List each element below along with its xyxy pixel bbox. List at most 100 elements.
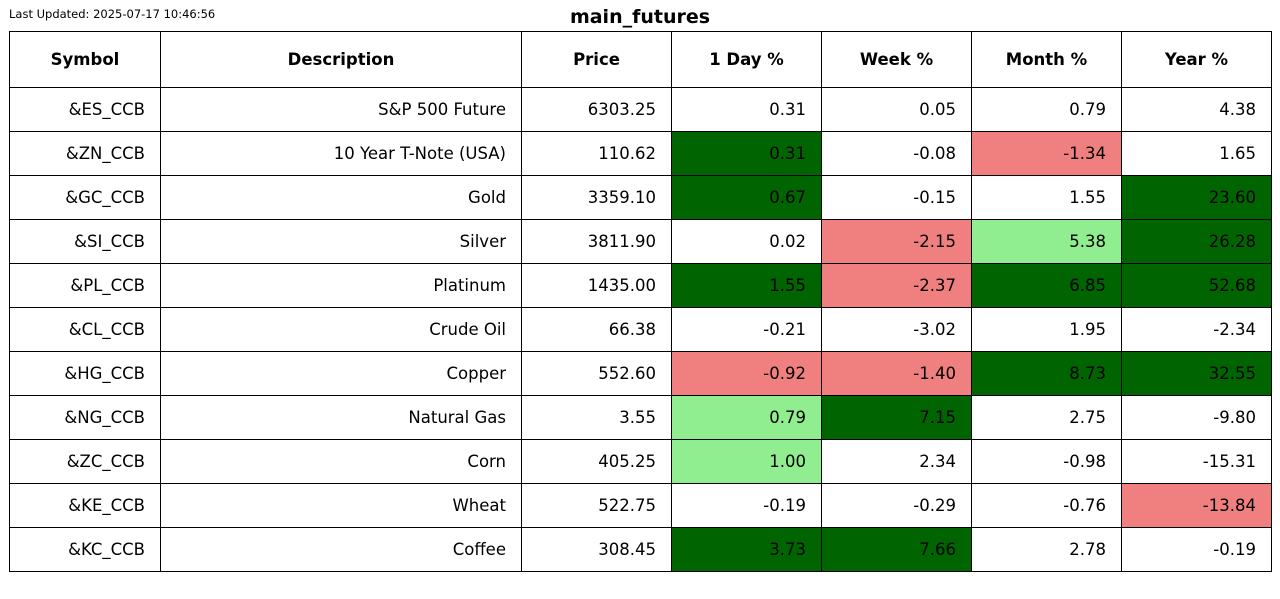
table-row: &CL_CCB Crude Oil 66.38 -0.21 -3.02 1.95 -2.34 xyxy=(9,307,1272,352)
cell-year-pct: 52.68 xyxy=(1121,263,1272,308)
cell-week-pct: -2.15 xyxy=(821,219,972,264)
table-title: main_futures xyxy=(569,6,711,28)
cell-week-pct: -2.37 xyxy=(821,263,972,308)
cell-description: Coffee xyxy=(160,527,522,572)
cell-price: 3.55 xyxy=(521,395,672,440)
cell-price: 405.25 xyxy=(521,439,672,484)
cell-week-pct: -1.40 xyxy=(821,351,972,396)
cell-month-pct: 5.38 xyxy=(971,219,1122,264)
cell-year-pct: 1.65 xyxy=(1121,131,1272,176)
cell-symbol: &ZC_CCB xyxy=(9,439,161,484)
table-row: &HG_CCB Copper 552.60 -0.92 -1.40 8.73 32.55 xyxy=(9,351,1272,396)
cell-description: Corn xyxy=(160,439,522,484)
cell-symbol: &SI_CCB xyxy=(9,219,161,264)
table-row: &ZN_CCB 10 Year T-Note (USA) 110.62 0.31 -0.… xyxy=(9,131,1272,176)
cell-price: 3811.90 xyxy=(521,219,672,264)
table-body: &ES_CCB S&P 500 Future 6303.25 0.31 0.05 0.79… xyxy=(9,87,1272,572)
futures-table: Symbol Description Price 1 Day % Week % … xyxy=(9,31,1272,572)
table-row: &ZC_CCB Corn 405.25 1.00 2.34 -0.98 -15.31 xyxy=(9,439,1272,484)
cell-1-day-pct: 1.55 xyxy=(671,263,822,308)
column-header-month-pct: Month % xyxy=(971,31,1122,88)
cell-year-pct: 32.55 xyxy=(1121,351,1272,396)
cell-symbol: &KE_CCB xyxy=(9,483,161,528)
cell-description: Natural Gas xyxy=(160,395,522,440)
cell-symbol: &KC_CCB xyxy=(9,527,161,572)
cell-price: 6303.25 xyxy=(521,87,672,132)
last-updated-timestamp: Last Updated: 2025-07-17 10:46:56 xyxy=(9,7,216,21)
cell-symbol: &GC_CCB xyxy=(9,175,161,220)
cell-month-pct: 2.75 xyxy=(971,395,1122,440)
cell-1-day-pct: 0.31 xyxy=(671,87,822,132)
column-header-price: Price xyxy=(521,31,672,88)
cell-month-pct: -1.34 xyxy=(971,131,1122,176)
cell-description: 10 Year T-Note (USA) xyxy=(160,131,522,176)
cell-symbol: &ES_CCB xyxy=(9,87,161,132)
cell-week-pct: 2.34 xyxy=(821,439,972,484)
table-row: &ES_CCB S&P 500 Future 6303.25 0.31 0.05 0.79… xyxy=(9,87,1272,132)
cell-year-pct: -0.19 xyxy=(1121,527,1272,572)
cell-month-pct: -0.76 xyxy=(971,483,1122,528)
cell-year-pct: -15.31 xyxy=(1121,439,1272,484)
table-row: &GC_CCB Gold 3359.10 0.67 -0.15 1.55 23.60 xyxy=(9,175,1272,220)
cell-price: 3359.10 xyxy=(521,175,672,220)
cell-symbol: &CL_CCB xyxy=(9,307,161,352)
cell-1-day-pct: -0.19 xyxy=(671,483,822,528)
cell-month-pct: -0.98 xyxy=(971,439,1122,484)
column-header-1-day-pct: 1 Day % xyxy=(671,31,822,88)
cell-price: 308.45 xyxy=(521,527,672,572)
table-row: &NG_CCB Natural Gas 3.55 0.79 7.15 2.75 -9.80 xyxy=(9,395,1272,440)
cell-week-pct: -3.02 xyxy=(821,307,972,352)
cell-week-pct: 0.05 xyxy=(821,87,972,132)
cell-price: 552.60 xyxy=(521,351,672,396)
cell-month-pct: 1.55 xyxy=(971,175,1122,220)
cell-month-pct: 6.85 xyxy=(971,263,1122,308)
cell-description: Platinum xyxy=(160,263,522,308)
cell-1-day-pct: 0.31 xyxy=(671,131,822,176)
cell-symbol: &HG_CCB xyxy=(9,351,161,396)
cell-description: Gold xyxy=(160,175,522,220)
table-row: &KE_CCB Wheat 522.75 -0.19 -0.29 -0.76 -13.84 xyxy=(9,483,1272,528)
cell-week-pct: 7.66 xyxy=(821,527,972,572)
header-row: Symbol Description Price 1 Day % Week % … xyxy=(9,31,1272,88)
cell-1-day-pct: 0.67 xyxy=(671,175,822,220)
cell-1-day-pct: 0.02 xyxy=(671,219,822,264)
cell-year-pct: -2.34 xyxy=(1121,307,1272,352)
table-row: &KC_CCB Coffee 308.45 3.73 7.66 2.78 -0.19 xyxy=(9,527,1272,572)
cell-symbol: &ZN_CCB xyxy=(9,131,161,176)
cell-year-pct: 23.60 xyxy=(1121,175,1272,220)
column-header-description: Description xyxy=(160,31,522,88)
cell-1-day-pct: -0.92 xyxy=(671,351,822,396)
cell-description: Crude Oil xyxy=(160,307,522,352)
cell-month-pct: 0.79 xyxy=(971,87,1122,132)
cell-symbol: &NG_CCB xyxy=(9,395,161,440)
cell-month-pct: 8.73 xyxy=(971,351,1122,396)
cell-1-day-pct: -0.21 xyxy=(671,307,822,352)
cell-description: Wheat xyxy=(160,483,522,528)
cell-price: 66.38 xyxy=(521,307,672,352)
cell-price: 110.62 xyxy=(521,131,672,176)
cell-year-pct: -9.80 xyxy=(1121,395,1272,440)
cell-year-pct: -13.84 xyxy=(1121,483,1272,528)
cell-1-day-pct: 1.00 xyxy=(671,439,822,484)
cell-1-day-pct: 0.79 xyxy=(671,395,822,440)
cell-month-pct: 2.78 xyxy=(971,527,1122,572)
cell-week-pct: 7.15 xyxy=(821,395,972,440)
column-header-symbol: Symbol xyxy=(9,31,161,88)
cell-year-pct: 26.28 xyxy=(1121,219,1272,264)
cell-week-pct: -0.08 xyxy=(821,131,972,176)
cell-price: 522.75 xyxy=(521,483,672,528)
cell-description: S&P 500 Future xyxy=(160,87,522,132)
column-header-year-pct: Year % xyxy=(1121,31,1272,88)
table-row: &PL_CCB Platinum 1435.00 1.55 -2.37 6.85 52.68 xyxy=(9,263,1272,308)
column-header-week-pct: Week % xyxy=(821,31,972,88)
cell-1-day-pct: 3.73 xyxy=(671,527,822,572)
table-row: &SI_CCB Silver 3811.90 0.02 -2.15 5.38 26.28 xyxy=(9,219,1272,264)
cell-description: Silver xyxy=(160,219,522,264)
cell-month-pct: 1.95 xyxy=(971,307,1122,352)
cell-price: 1435.00 xyxy=(521,263,672,308)
cell-week-pct: -0.15 xyxy=(821,175,972,220)
cell-week-pct: -0.29 xyxy=(821,483,972,528)
cell-description: Copper xyxy=(160,351,522,396)
cell-symbol: &PL_CCB xyxy=(9,263,161,308)
cell-year-pct: 4.38 xyxy=(1121,87,1272,132)
